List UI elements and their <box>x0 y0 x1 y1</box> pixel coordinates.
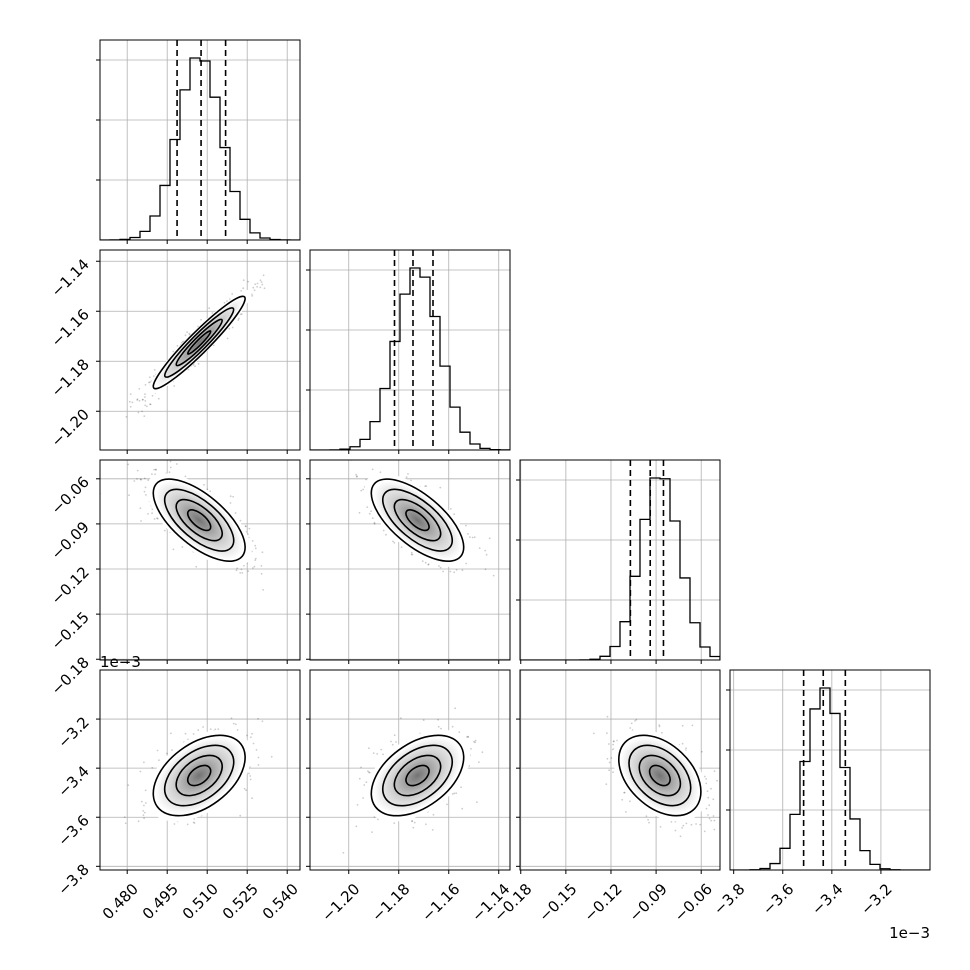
panel-frame <box>519 459 721 661</box>
y-tick-label: −0.15 <box>48 608 93 653</box>
histogram-step <box>100 57 300 240</box>
contour-line <box>175 318 223 367</box>
x-tick-label: −3.8 <box>710 880 748 918</box>
contour-line <box>393 754 442 797</box>
y-tick-label: −3.8 <box>54 860 92 898</box>
contour-line <box>370 478 465 563</box>
scatter-panel-1-0 <box>96 249 301 454</box>
density-shade <box>620 737 699 814</box>
contour-line <box>163 307 235 378</box>
x-tick-label: −0.06 <box>671 880 716 925</box>
contour-line <box>186 764 212 787</box>
contour-line <box>175 754 223 797</box>
histogram-step <box>310 267 510 450</box>
histogram-step <box>730 687 930 870</box>
contour-line <box>382 488 453 552</box>
contour-line <box>186 330 212 355</box>
contour-line <box>393 498 442 542</box>
x-tick-label: −0.15 <box>535 880 580 925</box>
y-tick-label: −1.16 <box>48 305 93 350</box>
x-tick-label: 0.480 <box>99 880 142 923</box>
y-tick-label: −1.20 <box>48 405 93 450</box>
panel-frame <box>309 669 511 871</box>
scatter-panel-3-1 <box>306 669 511 874</box>
x-tick-label: −1.18 <box>368 880 413 925</box>
contour-line <box>405 509 430 532</box>
x-offset-label: 1e−3 <box>889 924 930 942</box>
x-tick-label: 0.495 <box>139 880 182 923</box>
panel-frame <box>309 249 511 451</box>
x-tick-label: 0.525 <box>219 880 262 923</box>
panel-frame <box>729 669 931 871</box>
y-tick-label: −3.4 <box>54 762 92 800</box>
density-shade <box>373 737 462 814</box>
x-tick-label: −3.2 <box>857 880 895 918</box>
contour-line <box>382 744 453 807</box>
x-tick-label: −0.09 <box>626 880 671 925</box>
contour-line <box>638 754 682 797</box>
contour-line <box>405 764 430 787</box>
panel-frame <box>99 459 301 661</box>
contour-line <box>648 764 671 787</box>
x-tick-label: −1.16 <box>418 880 463 925</box>
panel-frame <box>99 39 301 241</box>
contour-line <box>186 509 212 532</box>
panel-frame <box>99 249 301 451</box>
contour-line <box>163 488 235 552</box>
panel-frame <box>99 669 301 871</box>
y-tick-label: −3.6 <box>54 811 92 849</box>
x-tick-label: 0.540 <box>259 880 302 923</box>
panel-frame <box>519 669 721 871</box>
y-tick-label: −0.06 <box>48 473 93 518</box>
scatter-panel-2-0 <box>96 459 301 664</box>
density-shade <box>155 298 243 387</box>
density-shade <box>155 737 243 814</box>
contour-line <box>152 295 246 390</box>
scatter-panel-3-2 <box>516 669 721 874</box>
x-tick-label: 0.510 <box>179 880 222 923</box>
y-tick-label: −0.09 <box>48 518 93 563</box>
histogram-step <box>520 477 720 660</box>
x-tick-label: −3.6 <box>759 880 797 918</box>
y-tick-label: −3.2 <box>54 713 92 751</box>
histogram-panel-0 <box>96 39 301 244</box>
y-tick-label: −1.18 <box>48 355 93 400</box>
density-shade <box>373 481 462 560</box>
y-tick-label: −0.12 <box>48 563 93 608</box>
panel-frame <box>309 459 511 661</box>
contour-line <box>628 744 692 807</box>
histogram-panel-2 <box>516 459 721 664</box>
y-tick-label: −1.14 <box>48 255 93 300</box>
scatter-panel-3-0 <box>96 669 301 874</box>
histogram-panel-1 <box>306 249 511 454</box>
contour-line <box>152 734 246 817</box>
x-tick-label: −1.20 <box>318 880 363 925</box>
contour-line <box>617 734 702 817</box>
x-tick-label: −3.4 <box>808 880 846 918</box>
histogram-panel-3 <box>726 669 931 874</box>
density-shade <box>155 481 243 560</box>
contour-line <box>370 734 465 817</box>
y-tick-label: −0.18 <box>48 653 93 698</box>
contour-line <box>163 744 235 807</box>
scatter-panel-2-1 <box>306 459 511 664</box>
contour-line <box>152 478 246 563</box>
contour-line <box>175 498 223 542</box>
y-offset-label: 1e−3 <box>100 653 141 671</box>
x-tick-label: −0.12 <box>580 880 625 925</box>
